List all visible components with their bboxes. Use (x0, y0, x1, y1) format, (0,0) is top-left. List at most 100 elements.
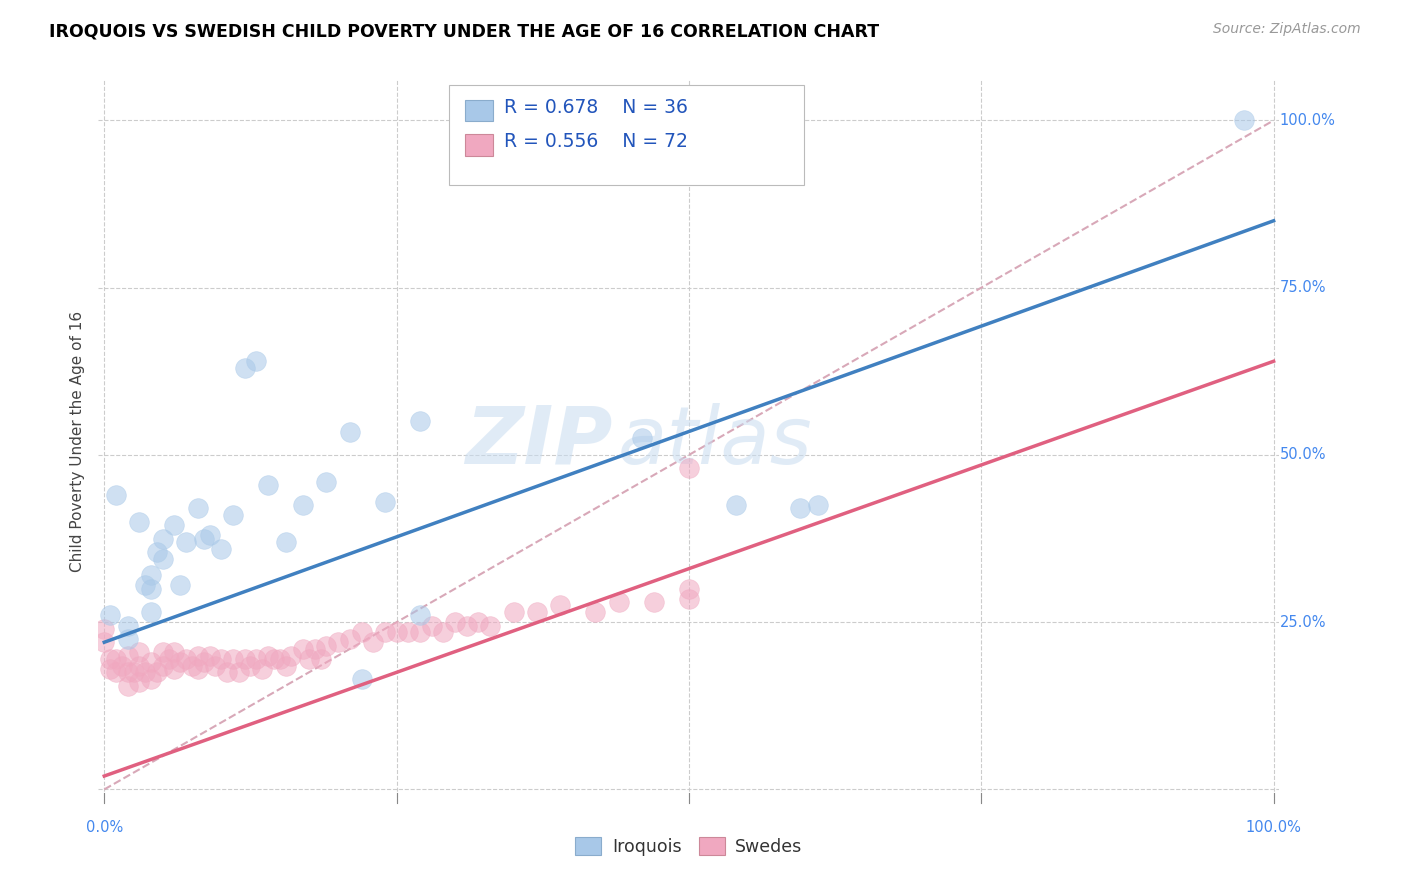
Point (374, 625, 396, 640)
Text: 100.0%: 100.0% (1246, 820, 1302, 835)
Point (204, 658, 226, 673)
Point (420, 618, 443, 632)
Text: atlas: atlas (619, 402, 813, 481)
Text: 75.0%: 75.0% (1279, 280, 1326, 295)
Point (298, 652, 321, 666)
Point (607, 595, 630, 609)
Point (139, 605, 162, 619)
Point (181, 658, 204, 673)
FancyBboxPatch shape (464, 135, 494, 156)
Text: Source: ZipAtlas.com: Source: ZipAtlas.com (1213, 22, 1361, 37)
Y-axis label: Child Poverty Under the Age of 16: Child Poverty Under the Age of 16 (69, 311, 84, 572)
Point (678, 591, 700, 606)
Point (157, 652, 180, 666)
Point (678, 461, 700, 475)
Text: R = 0.556    N = 72: R = 0.556 N = 72 (503, 132, 688, 152)
Point (169, 655, 191, 669)
Point (134, 578, 156, 592)
Point (233, 361, 256, 376)
Legend: Iroquois, Swedes: Iroquois, Swedes (568, 830, 810, 863)
Point (139, 568, 162, 582)
Point (263, 652, 285, 666)
Point (724, 498, 747, 512)
Point (292, 498, 315, 512)
Point (152, 658, 174, 673)
Point (228, 665, 250, 680)
Text: IROQUOIS VS SWEDISH CHILD POVERTY UNDER THE AGE OF 16 CORRELATION CHART: IROQUOIS VS SWEDISH CHILD POVERTY UNDER … (49, 22, 879, 40)
Point (193, 655, 215, 669)
Point (292, 642, 315, 657)
Point (789, 501, 811, 516)
Point (98, 662, 121, 676)
Point (274, 658, 297, 673)
Text: R = 0.678    N = 36: R = 0.678 N = 36 (503, 97, 688, 117)
Point (122, 665, 145, 680)
Point (550, 599, 572, 613)
Point (215, 665, 238, 680)
Point (239, 658, 262, 673)
Point (152, 645, 174, 659)
Point (222, 652, 245, 666)
Point (174, 535, 197, 549)
Point (152, 532, 174, 546)
Point (187, 662, 209, 676)
Point (456, 618, 478, 632)
Point (198, 528, 221, 542)
Point (326, 635, 349, 649)
Text: 50.0%: 50.0% (1279, 448, 1326, 462)
Point (643, 595, 665, 609)
Point (257, 478, 280, 492)
Point (339, 425, 361, 439)
Point (187, 501, 209, 516)
Point (93, 622, 115, 636)
Point (245, 652, 267, 666)
Point (245, 354, 267, 368)
Point (678, 582, 700, 596)
Point (269, 652, 291, 666)
Point (134, 665, 156, 680)
Point (139, 655, 162, 669)
Point (93, 635, 115, 649)
Point (117, 632, 139, 646)
Point (146, 665, 169, 680)
Point (163, 518, 186, 533)
Point (139, 672, 162, 686)
Point (98, 652, 121, 666)
Point (526, 605, 548, 619)
Point (174, 652, 197, 666)
Point (361, 635, 384, 649)
Point (128, 645, 150, 659)
Point (193, 532, 215, 546)
Point (257, 648, 280, 663)
Point (350, 625, 373, 640)
Point (583, 605, 606, 619)
Point (98, 608, 121, 623)
Point (444, 615, 467, 630)
Point (350, 672, 373, 686)
Point (222, 508, 245, 523)
Point (163, 645, 186, 659)
Point (117, 679, 139, 693)
Point (280, 648, 302, 663)
Point (315, 639, 337, 653)
Point (104, 488, 127, 502)
Point (111, 658, 134, 673)
FancyBboxPatch shape (449, 86, 803, 185)
Point (209, 541, 232, 556)
Point (104, 652, 127, 666)
Point (409, 414, 432, 428)
Point (467, 615, 489, 630)
Point (502, 605, 524, 619)
Point (309, 652, 332, 666)
Point (339, 632, 361, 646)
Point (117, 648, 139, 663)
Point (169, 578, 191, 592)
Point (274, 535, 297, 549)
Point (198, 648, 221, 663)
Point (432, 625, 454, 640)
FancyBboxPatch shape (464, 100, 494, 121)
Text: 100.0%: 100.0% (1279, 113, 1336, 128)
Point (374, 494, 396, 508)
Point (409, 608, 432, 623)
Point (250, 662, 273, 676)
